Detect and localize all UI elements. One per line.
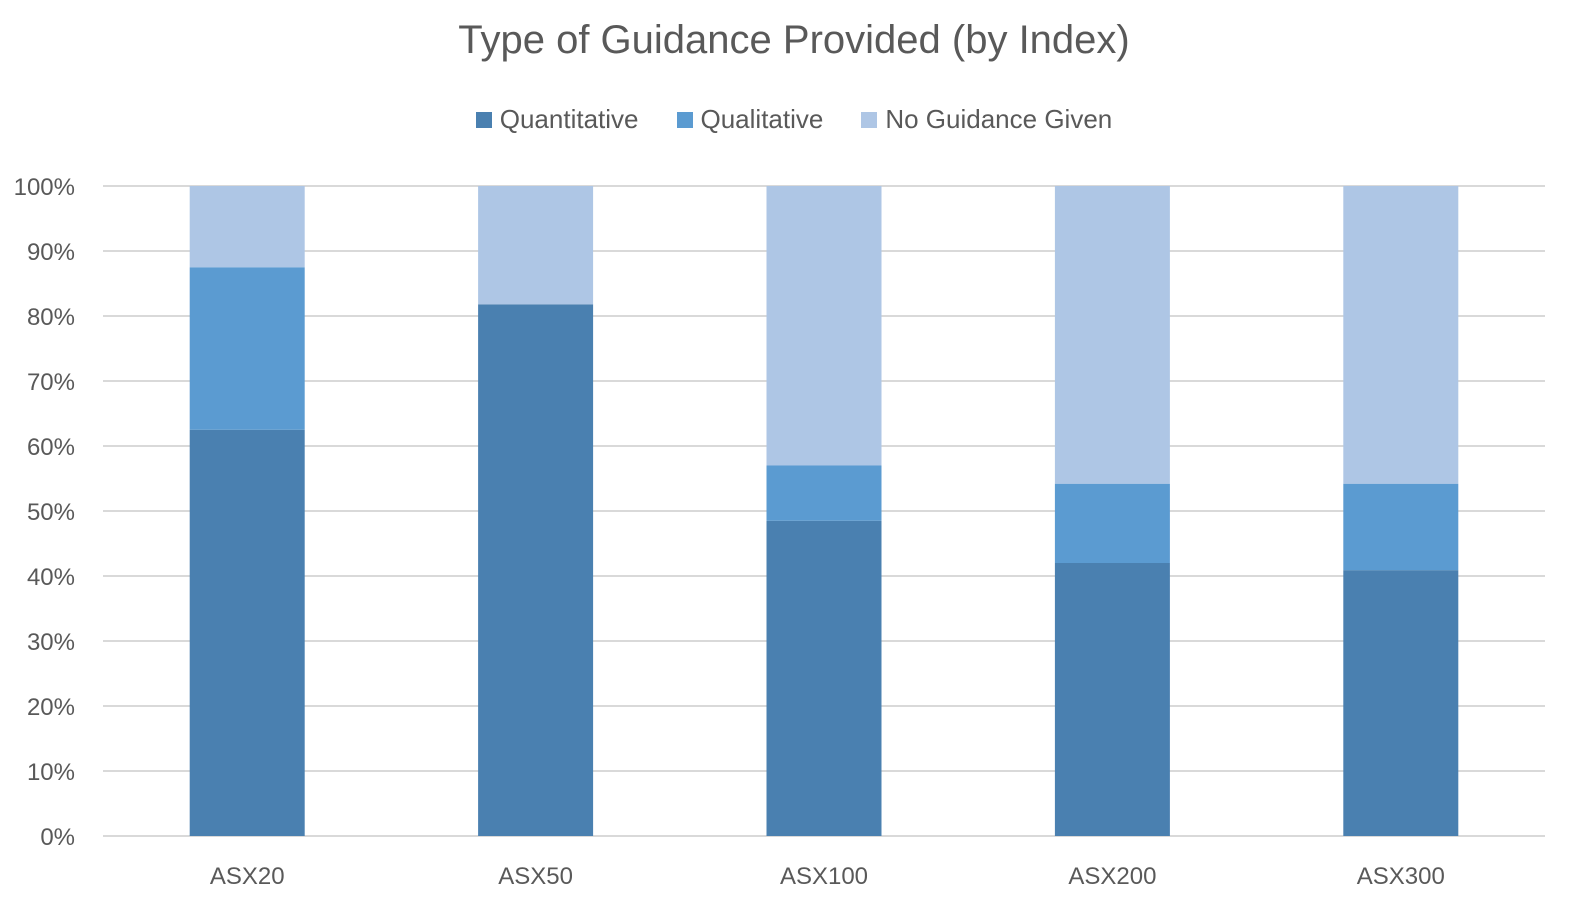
x-tick-label-4: ASX300 [1357, 863, 1445, 890]
bar-ASX300-1 [1343, 483, 1459, 571]
y-tick-label-4: 40% [27, 564, 75, 591]
legend: Quantitative Qualitative No Guidance Given [0, 104, 1588, 135]
y-tick-label-1: 10% [27, 759, 75, 786]
bar-ASX300-2 [1343, 186, 1459, 484]
legend-swatch-0 [475, 111, 492, 128]
bar-ASX200-2 [1054, 186, 1170, 484]
bar-ASX100-2 [766, 186, 882, 466]
y-tick-label-10: 100% [14, 174, 75, 201]
legend-label-2: No Guidance Given [885, 104, 1113, 134]
x-tick-label-1: ASX50 [498, 863, 573, 890]
bars [189, 186, 1459, 836]
bar-ASX200-1 [1054, 483, 1170, 563]
bar-ASX50-0 [478, 304, 594, 836]
legend-label-0: Quantitative [499, 104, 639, 134]
y-axis-ticks: 0% 10% 20% 30% 40% 50% 60% 70% 80% 90% 100% [14, 174, 75, 851]
bar-ASX20-0 [189, 429, 305, 836]
y-tick-label-5: 50% [27, 499, 75, 526]
y-tick-label-9: 90% [27, 239, 75, 266]
legend-swatch-1 [676, 111, 693, 128]
y-tick-label-2: 20% [27, 694, 75, 721]
x-tick-label-3: ASX200 [1068, 863, 1156, 890]
bar-ASX200-0 [1054, 563, 1170, 836]
legend-item-1: Qualitative [676, 104, 824, 135]
y-tick-label-0: 0% [40, 824, 75, 851]
y-tick-label-3: 30% [27, 629, 75, 656]
y-tick-label-7: 70% [27, 369, 75, 396]
x-tick-label-2: ASX100 [780, 863, 868, 890]
y-tick-label-8: 80% [27, 304, 75, 331]
bar-ASX20-2 [189, 186, 305, 268]
y-tick-label-6: 60% [27, 434, 75, 461]
legend-swatch-2 [861, 111, 878, 128]
chart-title: Type of Guidance Provided (by Index) [458, 18, 1130, 62]
x-axis-ticks: ASX20 ASX50 ASX100 ASX200 ASX300 [210, 863, 1445, 890]
bar-ASX100-0 [766, 520, 882, 836]
legend-item-2: No Guidance Given [861, 104, 1112, 135]
bar-ASX300-0 [1343, 570, 1459, 836]
bar-ASX50-2 [478, 186, 594, 305]
x-tick-label-0: ASX20 [210, 863, 285, 890]
legend-label-1: Qualitative [700, 104, 824, 134]
legend-item-0: Quantitative [475, 104, 639, 135]
bar-ASX20-1 [189, 267, 305, 430]
bar-ASX100-1 [766, 465, 882, 521]
